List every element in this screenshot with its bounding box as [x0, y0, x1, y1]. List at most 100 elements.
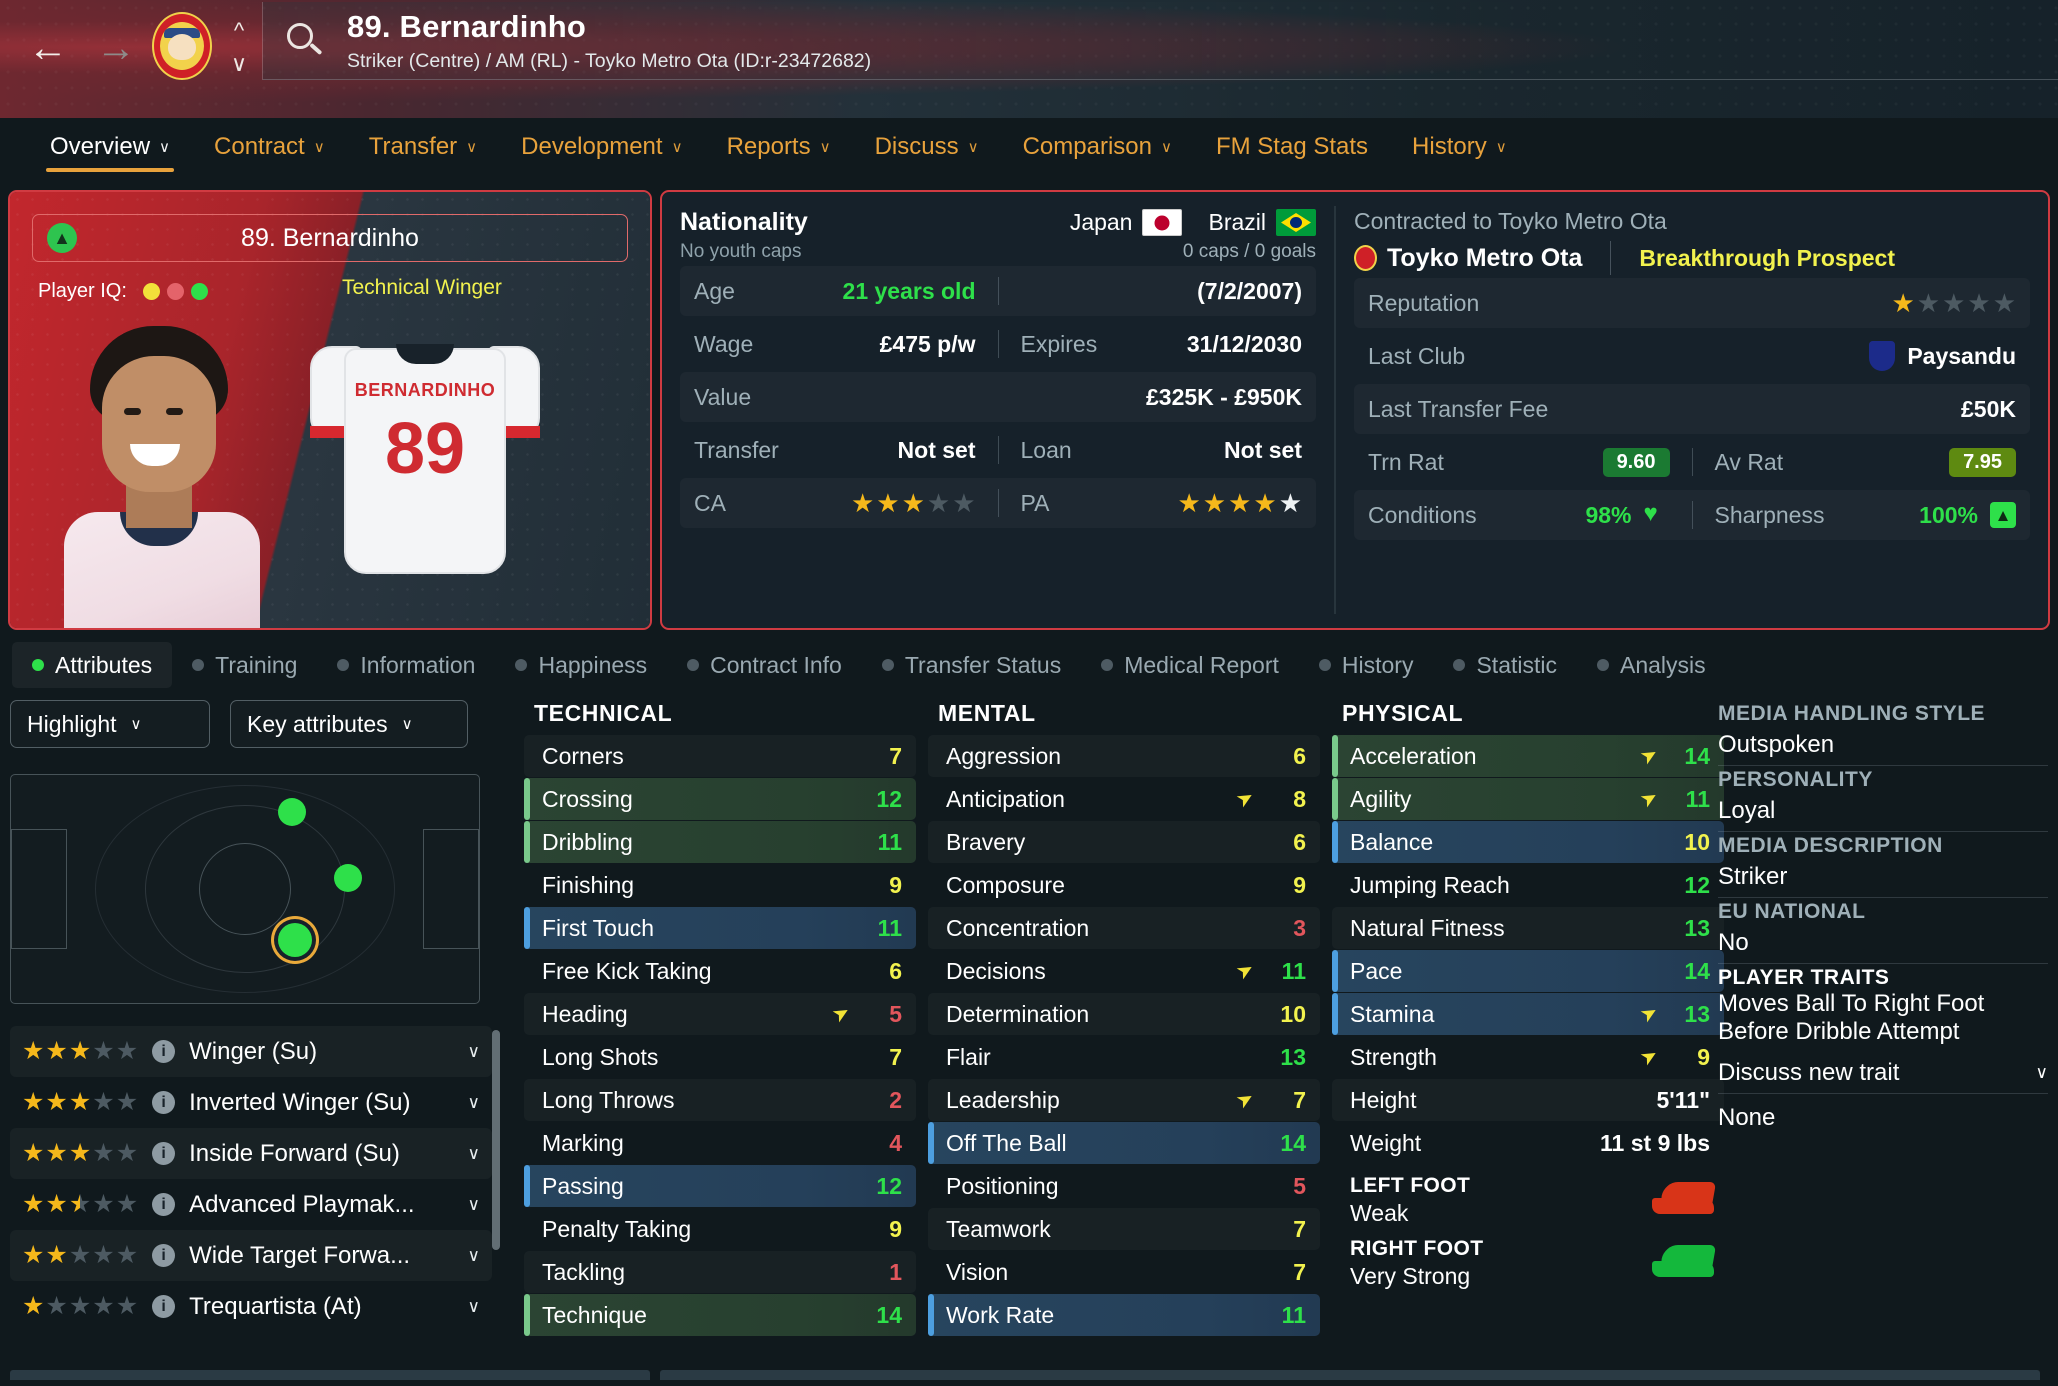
sub-tab-information[interactable]: Information [317, 642, 495, 688]
chevron-down-icon[interactable]: ∨ [467, 1245, 480, 1265]
body-metric-value: 11 st 9 lbs [1600, 1129, 1710, 1156]
status-dot-icon [687, 659, 700, 671]
forward-arrow-icon[interactable]: → [96, 26, 136, 70]
tab-label: Overview [50, 133, 151, 160]
physical-header: PHYSICAL [1342, 700, 1464, 726]
attribute-name: Pace [1350, 957, 1403, 984]
sub-tab-analysis[interactable]: Analysis [1577, 642, 1726, 688]
reputation-stars: ★ ★ ★ ★ ★ [1891, 288, 2016, 318]
role-row[interactable]: ★ ★ ★ ★ ★ i Trequartista (At) ∨ [10, 1281, 492, 1332]
main-tab-reports[interactable]: Reports ∨ [705, 118, 853, 176]
sub-tab-statistic[interactable]: Statistic [1433, 642, 1577, 688]
chevron-down-icon[interactable]: ∨ [467, 1194, 480, 1214]
discuss-new-trait-dropdown[interactable]: Discuss new trait ∨ [1718, 1051, 2048, 1095]
physical-column: PHYSICAL Acceleration ➤ 14 Agility ➤ 11 Balanc… [1332, 700, 1724, 1337]
sub-tab-transfer-status[interactable]: Transfer Status [862, 642, 1081, 688]
sub-tab-happiness[interactable]: Happiness [495, 642, 667, 688]
technical-attribute-row: Tackling 1 [524, 1251, 916, 1293]
role-row[interactable]: ★ ★ ★ ★ ★ i Wide Target Forwa... ∨ [10, 1230, 492, 1281]
player-stepper[interactable]: ^ ∨ [222, 14, 256, 80]
info-icon[interactable]: i [152, 1193, 176, 1216]
pitch-position-marker[interactable] [277, 923, 312, 958]
player-iq-dot [190, 282, 208, 300]
chevron-down-icon[interactable]: ∨ [467, 1143, 480, 1163]
role-list-scrollbar[interactable] [492, 1030, 500, 1250]
progress-arrow-icon: ➤ [1232, 957, 1259, 985]
info-icon[interactable]: i [152, 1091, 176, 1114]
highlight-dropdown[interactable]: Highlight ∨ [10, 700, 210, 748]
pitch-position-marker[interactable] [333, 863, 362, 892]
info-value: Not set [897, 436, 976, 463]
pitch-position-marker[interactable] [277, 797, 306, 826]
footer-chip[interactable] [660, 1370, 2040, 1380]
role-row[interactable]: ★ ★ ★ ★ ★ i Inside Forward (Su) ∨ [10, 1128, 492, 1179]
attribute-name: Finishing [542, 871, 635, 898]
role-stars: ★ ★ ★ ★ ★ [22, 1088, 139, 1116]
back-arrow-icon[interactable]: ← [28, 26, 68, 70]
sub-tab-label: Statistic [1476, 651, 1557, 678]
body-metric-label: Height [1350, 1086, 1417, 1113]
foot-value: Weak [1350, 1200, 1409, 1226]
main-tab-transfer[interactable]: Transfer ∨ [347, 118, 499, 176]
info-label: Loan [1020, 436, 1072, 463]
body-metric-value: 5'11" [1656, 1086, 1710, 1113]
role-row[interactable]: ★ ★ ★ ★ ★ i Advanced Playmak... ∨ [10, 1179, 492, 1230]
jersey-number: 89 [384, 409, 466, 489]
contract-club[interactable]: Toyko Metro Ota [1354, 244, 1582, 273]
chevron-down-icon: ∨ [2035, 1063, 2048, 1083]
main-tab-overview[interactable]: Overview ∨ [28, 118, 192, 176]
main-tab-history[interactable]: History ∨ [1390, 118, 1529, 176]
attribute-value: 14 [1280, 1129, 1306, 1156]
prev-player-icon[interactable]: ^ [233, 17, 245, 43]
role-row[interactable]: ★ ★ ★ ★ ★ i Winger (Su) ∨ [10, 1026, 492, 1077]
technical-attribute-row: First Touch 11 [524, 907, 916, 949]
club-badge-icon[interactable] [152, 12, 212, 80]
progress-arrow-icon: ➤ [1636, 1043, 1663, 1071]
info-icon[interactable]: i [152, 1244, 176, 1267]
chevron-down-icon: ∨ [401, 716, 413, 733]
player-search-panel[interactable]: 89. Bernardinho Striker (Centre) / AM (R… [262, 2, 2058, 80]
search-icon[interactable] [285, 21, 325, 61]
role-row[interactable]: ★ ★ ★ ★ ★ i Inverted Winger (Su) ∨ [10, 1077, 492, 1128]
attributes-panel: TECHNICAL Corners 7 Crossing 12 Dribbling 11 F… [524, 700, 1724, 1337]
main-tab-development[interactable]: Development ∨ [499, 118, 704, 176]
attribute-name: Passing [542, 1172, 624, 1199]
info-row-wage: Wage £475 p/w Expires 31/12/2030 [680, 319, 1316, 369]
key-attributes-dropdown[interactable]: Key attributes ∨ [230, 700, 468, 748]
main-tab-fm-stag-stats[interactable]: FM Stag Stats [1194, 118, 1390, 176]
info-icon[interactable]: i [152, 1040, 176, 1063]
chevron-down-icon[interactable]: ∨ [467, 1092, 480, 1112]
info-label: Value [694, 383, 752, 410]
sub-tab-training[interactable]: Training [172, 642, 317, 688]
main-tab-discuss[interactable]: Discuss ∨ [853, 118, 1001, 176]
sub-tab-attributes[interactable]: Attributes [12, 642, 173, 688]
role-stars: ★ ★ ★ ★ ★ [22, 1292, 139, 1320]
sub-tab-contract-info[interactable]: Contract Info [667, 642, 862, 688]
attribute-name: Leadership [946, 1086, 1060, 1113]
info-icon[interactable]: i [152, 1295, 176, 1318]
info-icon[interactable]: i [152, 1142, 176, 1165]
footer-chip[interactable] [10, 1370, 650, 1380]
sub-tab-medical-report[interactable]: Medical Report [1081, 642, 1299, 688]
attribute-name: Aggression [946, 742, 1062, 769]
chevron-down-icon: ∨ [466, 139, 478, 156]
attribute-value: 1 [889, 1258, 902, 1285]
progress-arrow-icon: ➤ [1636, 785, 1663, 813]
main-tab-comparison[interactable]: Comparison ∨ [1001, 118, 1194, 176]
nationality-japan: Japan [1070, 209, 1183, 236]
sharpness-value: 100% [1919, 501, 1978, 528]
physical-attribute-row: Jumping Reach 12 [1332, 864, 1724, 906]
right-section-value: Loyal [1718, 792, 2048, 832]
main-tab-contract[interactable]: Contract ∨ [192, 118, 347, 176]
chevron-down-icon[interactable]: ∨ [467, 1296, 480, 1316]
technical-attribute-row: Long Shots 7 [524, 1036, 916, 1078]
next-player-icon[interactable]: ∨ [230, 50, 248, 76]
tab-label: Development [521, 133, 663, 160]
player-name-box[interactable]: ▲ 89. Bernardinho [32, 214, 628, 262]
attribute-value: 14 [1684, 742, 1710, 769]
chevron-down-icon: ∨ [159, 139, 171, 156]
chevron-down-icon[interactable]: ∨ [467, 1041, 480, 1061]
pitch-map[interactable] [10, 774, 480, 1004]
sub-tab-history[interactable]: History [1299, 642, 1434, 688]
